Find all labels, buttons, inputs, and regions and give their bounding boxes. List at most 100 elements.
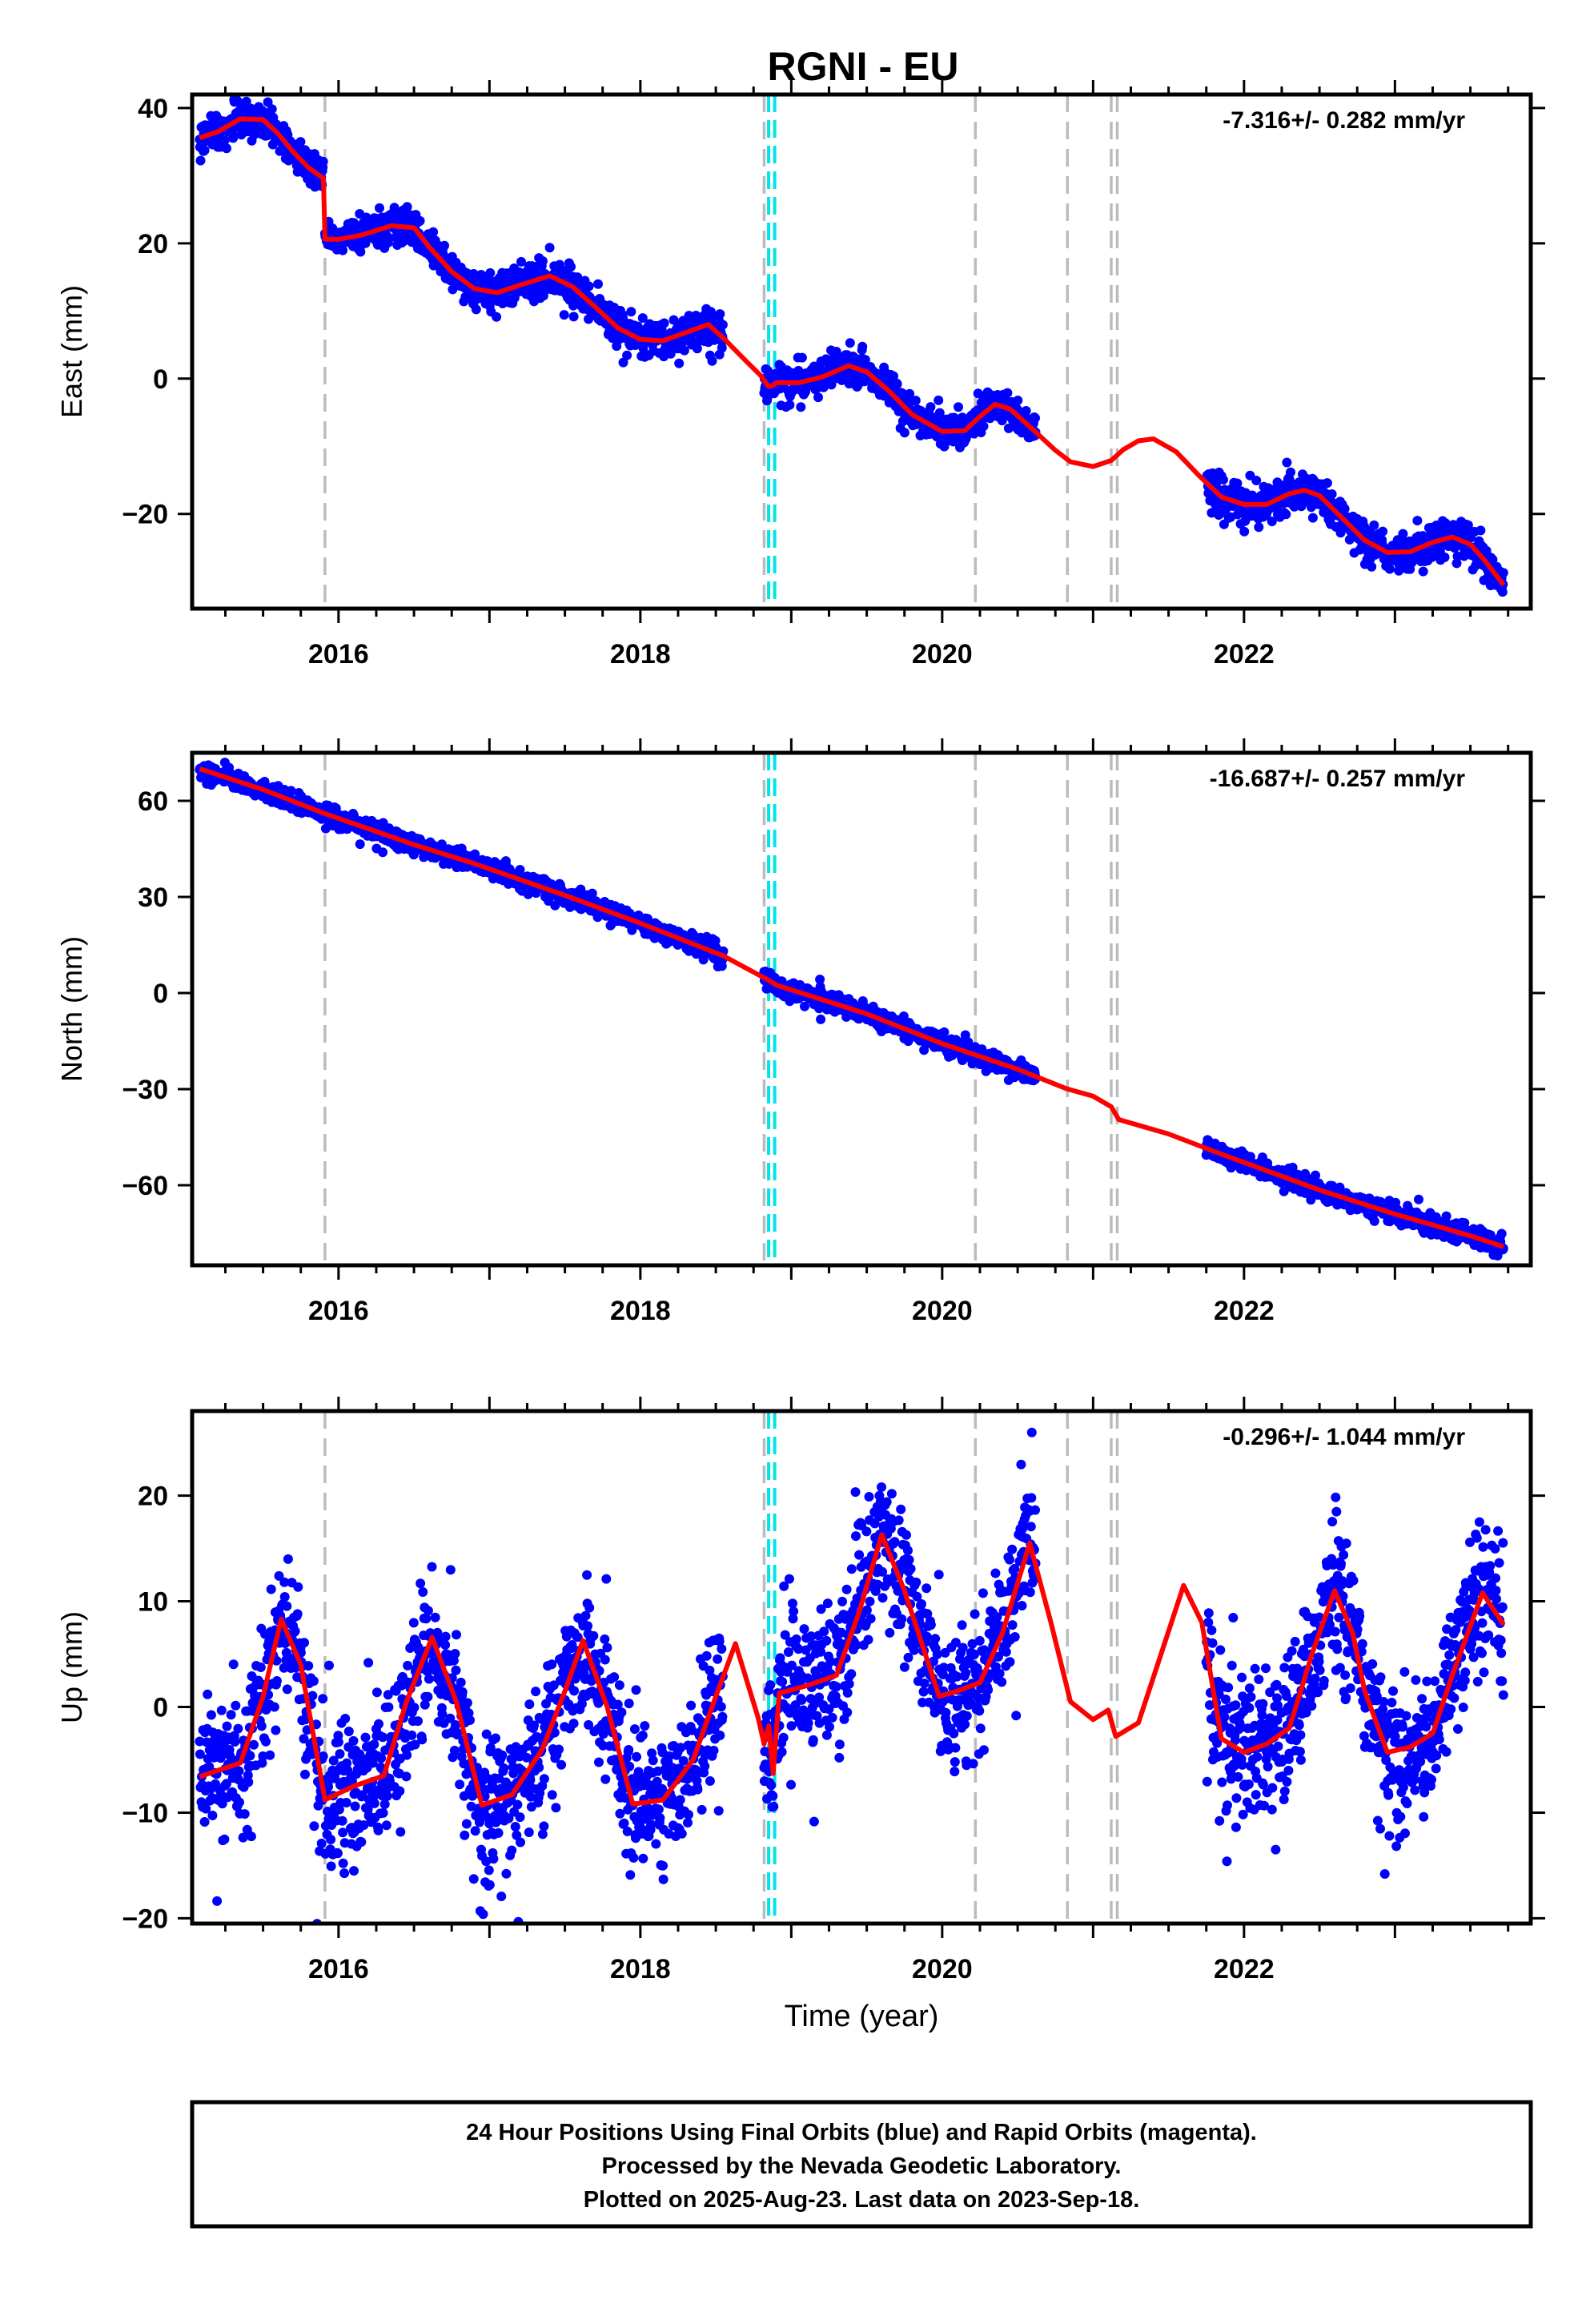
north-data-point <box>1441 1211 1452 1221</box>
north-data-point <box>355 839 365 850</box>
east-data-point <box>899 428 909 438</box>
east-rate-label: -7.316+/- 0.282 mm/yr <box>1223 107 1465 134</box>
east-data-point <box>715 309 725 320</box>
north-data-point <box>1369 1216 1379 1226</box>
east-data-point <box>1439 552 1450 562</box>
east-data-point <box>845 338 855 348</box>
east-data-point <box>1369 520 1379 530</box>
east-data-point <box>1339 504 1350 514</box>
east-data-point <box>978 421 989 432</box>
east-data-point <box>796 402 806 412</box>
east-y-tick-label: −20 <box>122 500 168 530</box>
north-data-point <box>286 786 296 796</box>
east-data-point <box>222 143 231 154</box>
east-plot-area <box>195 94 1508 609</box>
east-data-point <box>440 240 449 251</box>
east-data-point <box>926 402 936 412</box>
east-data-point <box>1488 554 1498 565</box>
east-data-point <box>626 307 636 317</box>
east-data-point <box>669 315 679 325</box>
east-data-point <box>659 318 669 328</box>
east-data-point <box>1281 509 1291 520</box>
north-data-point <box>1414 1194 1423 1204</box>
east-data-point <box>1002 388 1013 398</box>
east-data-point <box>934 395 944 405</box>
east-data-point <box>338 245 348 255</box>
east-data-point <box>1327 489 1337 499</box>
east-y-axis-label: East (mm) <box>55 285 88 418</box>
east-model-fit-line <box>199 116 1506 587</box>
east-data-point <box>1232 478 1243 489</box>
east-data-point <box>860 355 870 365</box>
east-y-tick-label: 40 <box>138 94 168 124</box>
north-data-point <box>587 888 597 899</box>
east-data-point <box>1286 467 1295 477</box>
east-data-point <box>584 281 594 292</box>
east-data-point <box>544 243 555 253</box>
east-data-point <box>954 402 963 412</box>
north-data-point <box>576 884 586 895</box>
east-data-point <box>1251 476 1262 485</box>
east-data-point <box>415 215 425 226</box>
east-data-point <box>1418 566 1428 577</box>
east-x-tick-label: 2018 <box>610 639 671 669</box>
north-data-point <box>378 847 388 858</box>
east-data-point <box>1030 413 1040 423</box>
east-data-point <box>1418 531 1428 541</box>
east-data-point <box>1267 517 1277 527</box>
east-data-point <box>428 227 439 237</box>
north-data-point <box>717 961 727 971</box>
north-data-point <box>939 1027 950 1037</box>
east-data-point <box>1498 568 1508 578</box>
east-data-point <box>1463 520 1473 530</box>
north-data-point <box>470 849 480 859</box>
east-data-point <box>383 238 393 247</box>
east-axes-frame <box>190 92 1533 611</box>
east-data-point <box>1476 525 1486 536</box>
east-data-point <box>717 320 728 330</box>
east-data-point <box>263 97 273 107</box>
east-data-point <box>572 272 583 283</box>
north-data-point <box>710 935 721 946</box>
north-plot-area <box>195 753 1508 1265</box>
east-data-point <box>228 133 239 143</box>
east-data-point <box>559 310 569 320</box>
east-y-tick-label: 0 <box>153 364 168 395</box>
east-data-point <box>295 137 306 147</box>
east-data-point <box>679 345 689 356</box>
east-data-point <box>492 312 502 322</box>
east-data-point <box>637 313 648 324</box>
east-data-point <box>402 202 412 212</box>
east-data-point <box>1378 526 1388 537</box>
east-x-tick-label: 2022 <box>1214 639 1275 669</box>
chart-title: RGNI - EU <box>768 44 959 89</box>
east-data-point <box>618 357 628 368</box>
north-data-point <box>816 1014 826 1024</box>
east-data-point <box>355 247 366 257</box>
east-x-tick-label: 2016 <box>308 639 369 669</box>
east-data-point <box>674 358 685 368</box>
east-data-point <box>934 408 945 418</box>
east-data-point <box>892 379 902 389</box>
east-data-point <box>813 392 823 403</box>
east-data-point <box>1218 475 1228 485</box>
east-data-point <box>568 312 579 322</box>
east-data-point <box>232 95 243 106</box>
east-data-point <box>910 396 921 406</box>
east-data-point <box>1384 564 1395 574</box>
east-data-point <box>1497 587 1508 597</box>
east-data-point <box>516 256 526 267</box>
east-data-point <box>219 135 230 145</box>
north-data-point <box>515 865 525 875</box>
east-x-tick-label: 2020 <box>912 639 973 669</box>
east-data-point <box>199 145 210 155</box>
east-data-point <box>1367 561 1377 572</box>
east-data-point <box>1013 396 1023 405</box>
east-data-point <box>857 341 868 352</box>
east-data-point <box>1452 558 1462 569</box>
north-data-point <box>815 975 825 984</box>
north-data-point <box>800 1001 809 1011</box>
